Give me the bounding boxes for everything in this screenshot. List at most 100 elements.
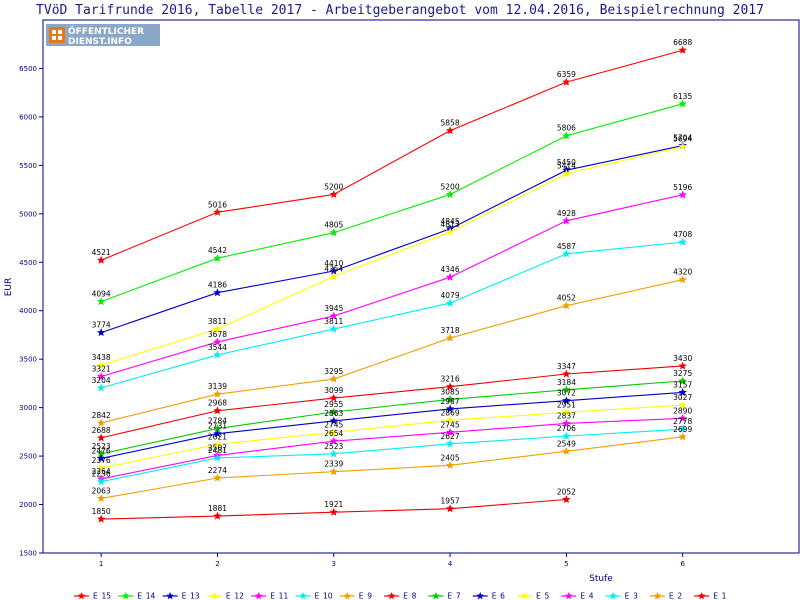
data-point	[445, 382, 455, 391]
legend-label: E_14	[137, 592, 155, 600]
data-point	[562, 216, 571, 225]
series-line-e-15	[100, 49, 683, 261]
series-line-e-9	[101, 279, 683, 424]
logo-mark-square	[52, 30, 56, 34]
data-label: 4813	[441, 220, 460, 229]
data-label: 1921	[324, 500, 343, 509]
data-label: 3099	[324, 386, 343, 395]
data-label: 3184	[557, 378, 576, 387]
data-label: 4410	[324, 259, 343, 268]
data-label: 3811	[208, 317, 227, 326]
data-label: 2264	[92, 467, 111, 476]
data-label: 2236	[92, 470, 111, 479]
data-label: 2274	[208, 466, 227, 475]
data-point	[562, 446, 571, 455]
x-tick-label: 5	[564, 560, 568, 568]
y-tick-label: 2500	[19, 453, 37, 461]
data-label: 5694	[673, 135, 692, 144]
series-lines	[100, 49, 683, 520]
data-point	[678, 413, 687, 422]
data-label: 5704	[673, 134, 692, 143]
x-tick-label: 3	[332, 560, 336, 568]
data-point	[213, 389, 222, 398]
data-point	[678, 237, 687, 246]
data-label: 5414	[557, 162, 576, 171]
data-point	[96, 477, 106, 486]
data-point	[562, 301, 571, 310]
data-point	[329, 324, 338, 333]
data-label: 3139	[208, 382, 227, 391]
data-point	[166, 592, 174, 600]
data-label: 4845	[441, 217, 460, 226]
data-point	[329, 507, 338, 516]
x-axis: 1 2 3 4 5 6	[99, 553, 685, 568]
data-point	[213, 429, 222, 438]
data-point	[96, 454, 106, 462]
series-points	[96, 45, 687, 523]
data-label: 2706	[557, 424, 576, 433]
series-line-e-12	[100, 146, 683, 366]
x-axis-label: Stufe	[589, 574, 613, 584]
data-label: 4052	[557, 294, 576, 303]
data-point	[329, 467, 338, 476]
y-tick-label: 1500	[19, 550, 37, 558]
data-point	[562, 369, 571, 378]
data-point	[254, 592, 263, 600]
data-point	[96, 383, 106, 392]
data-label: 2837	[557, 411, 576, 420]
data-point	[329, 416, 338, 425]
data-point	[562, 249, 571, 258]
data-point	[210, 592, 219, 600]
data-point	[565, 592, 573, 600]
data-label: 2627	[441, 432, 460, 441]
data-point	[562, 385, 571, 394]
data-point	[329, 228, 338, 237]
data-label: 5858	[441, 119, 460, 128]
data-label: 2549	[557, 439, 576, 448]
data-label: 2869	[441, 408, 460, 417]
data-label: 5806	[557, 124, 576, 133]
y-tick-label: 6000	[19, 113, 37, 121]
y-tick-label: 5000	[19, 210, 37, 218]
plot-frame	[42, 19, 800, 554]
data-label: 5016	[208, 200, 227, 209]
data-label: 2376	[92, 456, 111, 465]
data-label: 2339	[324, 460, 343, 469]
data-point	[562, 77, 571, 86]
data-label: 2481	[208, 446, 227, 455]
y-tick-label: 3500	[19, 356, 37, 364]
y-tick-label: 3000	[19, 404, 37, 412]
series-line-e-14	[100, 103, 683, 303]
data-point	[678, 361, 687, 370]
data-point	[329, 449, 338, 458]
data-point	[520, 592, 529, 600]
legend-label: E_5	[536, 592, 549, 600]
data-label: 3295	[324, 367, 343, 376]
legend-label: E_15	[93, 592, 111, 600]
data-point	[445, 504, 455, 513]
data-point	[213, 439, 222, 448]
data-point	[96, 372, 106, 381]
y-axis-label: EUR	[4, 278, 14, 297]
data-point	[213, 406, 222, 415]
data-point	[432, 592, 440, 600]
series-line-e-6	[101, 391, 683, 459]
data-label: 4587	[557, 242, 576, 251]
legend-label: E_10	[315, 592, 333, 600]
data-label: 2699	[673, 425, 692, 434]
data-label: 3085	[441, 387, 460, 396]
data-point	[96, 514, 106, 523]
legend-label: E_3	[625, 592, 638, 600]
data-label: 1850	[92, 507, 111, 516]
data-point	[96, 360, 106, 369]
data-label: 3718	[441, 326, 460, 335]
data-labels: 4521 5016 5200 5858 6359 6688 4094 4542 4805 5200…	[92, 38, 693, 516]
data-point	[476, 592, 484, 600]
data-label: 3945	[324, 304, 343, 313]
logo-mark-square	[58, 30, 62, 34]
data-point	[653, 592, 662, 600]
data-point	[445, 460, 455, 469]
data-point	[213, 207, 222, 216]
data-point	[445, 190, 455, 198]
data-label: 6359	[557, 70, 576, 79]
